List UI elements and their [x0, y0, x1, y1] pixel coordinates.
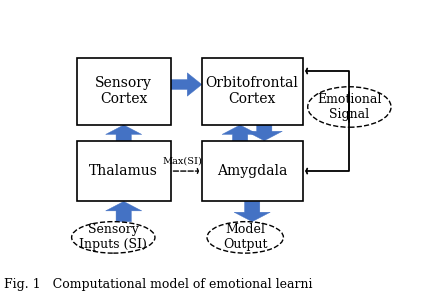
- Text: Model
Output: Model Output: [223, 223, 267, 251]
- Polygon shape: [246, 125, 282, 141]
- Polygon shape: [106, 125, 142, 141]
- Text: Thalamus: Thalamus: [89, 164, 158, 178]
- Bar: [202, 141, 302, 201]
- Text: Emotional
Signal: Emotional Signal: [317, 93, 382, 121]
- Text: Sensory
Inputs (SI): Sensory Inputs (SI): [79, 223, 147, 251]
- Polygon shape: [234, 201, 270, 222]
- Bar: [77, 141, 171, 201]
- Text: Orbitofrontal
Cortex: Orbitofrontal Cortex: [206, 76, 299, 106]
- Text: Fig. 1   Computational model of emotional learni: Fig. 1 Computational model of emotional …: [4, 277, 313, 291]
- Text: Max(SI): Max(SI): [163, 157, 202, 166]
- Bar: [202, 58, 302, 125]
- Ellipse shape: [207, 222, 284, 253]
- Ellipse shape: [308, 87, 391, 127]
- Polygon shape: [171, 73, 202, 96]
- Text: Sensory
Cortex: Sensory Cortex: [95, 76, 152, 106]
- Ellipse shape: [72, 222, 155, 253]
- Polygon shape: [222, 125, 258, 141]
- Polygon shape: [106, 201, 142, 222]
- Bar: [77, 58, 171, 125]
- Text: Amygdala: Amygdala: [217, 164, 287, 178]
